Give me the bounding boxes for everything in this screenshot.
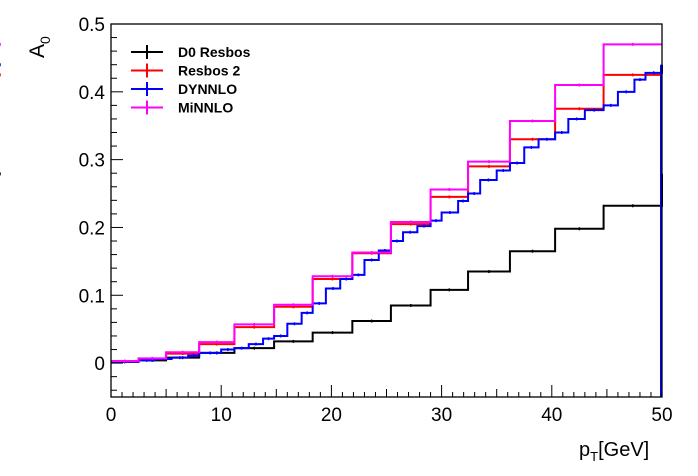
x-axis-label-sub: T xyxy=(590,449,598,464)
legend-label-minnlo: MiNNLO xyxy=(178,100,233,116)
y-tick-label: 0 xyxy=(94,354,105,375)
series-line-d0-resbos xyxy=(111,173,663,363)
x-tick-label: 50 xyxy=(651,405,672,426)
x-tick-label: 0 xyxy=(106,405,117,426)
y-tick-label: 0.5 xyxy=(79,15,105,36)
legend-label-d0-resbos: D0 Resbos xyxy=(178,44,251,60)
x-tick-label: 40 xyxy=(541,405,562,426)
legend-label-dynnlo: DYNNLO xyxy=(178,81,237,97)
y-axis-label-sub: 0 xyxy=(37,36,53,44)
y-axis-label: A0 xyxy=(26,36,53,58)
y-tick-label: 0.3 xyxy=(79,151,105,172)
x-tick-label: 30 xyxy=(431,405,452,426)
plot-frame xyxy=(110,23,663,398)
series-layer xyxy=(0,42,663,397)
x-axis-label-main: p xyxy=(579,439,590,461)
legend: D0 Resbos Resbos 2 DYNNLO MiNNLO xyxy=(131,44,251,116)
legend-label-resbos-2: Resbos 2 xyxy=(178,63,240,79)
x-axis-label: pT[GeV] xyxy=(579,439,649,464)
x-tick-label: 20 xyxy=(321,405,342,426)
y-tick-label: 0.4 xyxy=(79,83,106,104)
x-axis-label-unit: [GeV] xyxy=(598,439,649,461)
ticks-layer: 0 10 20 30 40 50 0 0.1 0.2 0.3 0.4 0.5 xyxy=(79,15,673,426)
y-axis-label-main: A xyxy=(26,44,49,58)
series-line-resbos-2 xyxy=(111,73,662,363)
y-tick-label: 0.2 xyxy=(79,218,105,239)
y-tick-label: 0.1 xyxy=(79,286,105,307)
x-tick-label: 10 xyxy=(211,405,232,426)
